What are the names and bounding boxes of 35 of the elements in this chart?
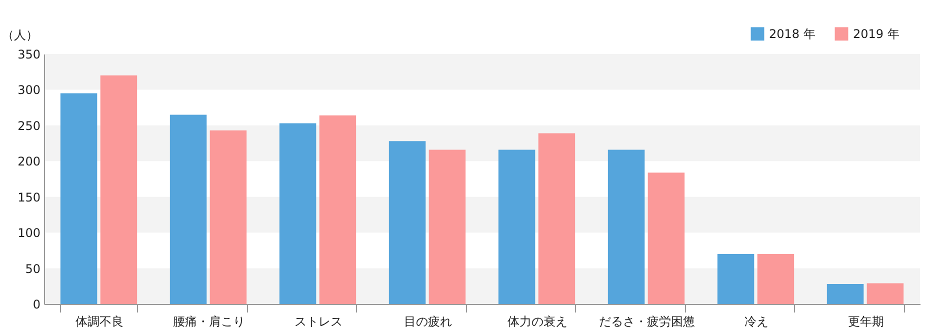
bar [210, 130, 247, 304]
legend-label: 2019 年 [853, 26, 900, 41]
y-tick-label: 100 [18, 226, 40, 240]
bar [608, 150, 645, 304]
y-tick-label: 0 [32, 298, 40, 312]
bar [648, 172, 685, 304]
bar [538, 133, 576, 304]
bar [279, 123, 316, 304]
bar [170, 114, 207, 304]
bar [757, 254, 794, 304]
x-tick-label: 更年期 [848, 314, 884, 328]
x-tick-label: ストレス [294, 314, 342, 328]
x-tick-label: 目の疲れ [404, 314, 452, 328]
y-tick-label: 300 [18, 83, 40, 98]
y-tick-label: 150 [18, 190, 40, 204]
y-tick-label: 50 [25, 262, 40, 276]
bar [428, 150, 466, 304]
bar [319, 115, 356, 304]
bar [388, 141, 426, 304]
x-tick-label: 冷え [744, 314, 768, 328]
x-tick-label: 体力の衰え [507, 314, 568, 328]
legend-label: 2018 年 [769, 26, 816, 41]
x-tick-label: だるさ・疲労困憊 [598, 314, 695, 328]
bar [826, 284, 864, 304]
y-tick-label: 250 [18, 118, 40, 133]
y-tick-label: 200 [18, 154, 40, 169]
x-tick-label: 体調不良 [75, 314, 124, 328]
bar [60, 93, 98, 304]
bar [717, 254, 754, 304]
bar [866, 283, 904, 304]
bar [498, 150, 536, 304]
y-tick-label: 350 [18, 48, 40, 62]
x-tick-label: 腰痛・肩こり [172, 314, 245, 328]
bar [100, 75, 138, 304]
y-axis-title: （人） [2, 28, 38, 42]
